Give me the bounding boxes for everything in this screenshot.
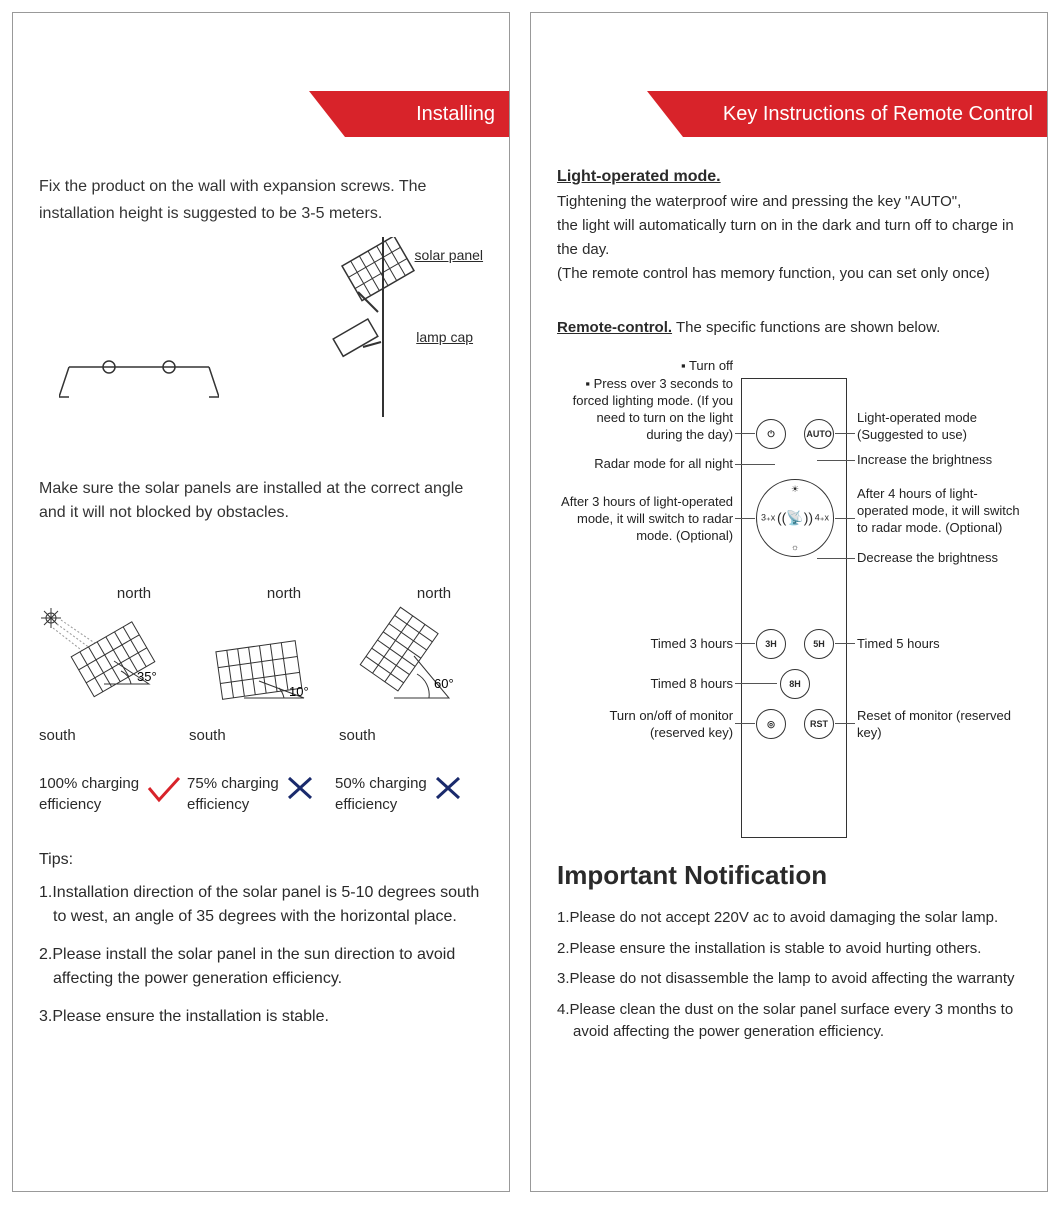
svg-text:35°: 35° (137, 669, 157, 684)
cross-icon (285, 774, 315, 802)
panel-installing: Installing Fix the product on the wall w… (12, 12, 510, 1192)
lamp-cap-label: lamp cap (416, 329, 473, 345)
lbl-light-op: Light-operated mode (Suggested to use) (857, 410, 1025, 444)
imp-4: 4.Please clean the dust on the solar pan… (557, 999, 1021, 1044)
8h-button: 8H (780, 669, 810, 699)
page: Installing Fix the product on the wall w… (12, 12, 1048, 1192)
angle-note: Make sure the solar panels are installed… (39, 477, 483, 525)
dpad: ☀ ☼ 3₊x 4₊x ((📡)) (756, 479, 834, 557)
remote-diagram: ⏻ AUTO ☀ ☼ 3₊x 4₊x ((📡)) 3H 5H 8H ◎ RST (557, 358, 1021, 848)
3x-button: 3₊x (761, 513, 775, 524)
lbl-reset: Reset of monitor (reserved key) (857, 708, 1025, 742)
lbl-timed8: Timed 8 hours (557, 676, 733, 693)
tips-heading: Tips: (39, 851, 483, 869)
tip-2: 2.Please install the solar panel in the … (39, 943, 483, 991)
lbl-press-over: ▪ Press over 3 seconds to forced lightin… (557, 376, 733, 444)
bracket-icon (59, 357, 219, 407)
banner-remote: Key Instructions of Remote Control (647, 91, 1047, 137)
imp-3: 3.Please do not disassemble the lamp to … (557, 968, 1021, 991)
lbl-turn-off: ▪ Turn off (557, 358, 733, 375)
tip-1: 1.Installation direction of the solar pa… (39, 881, 483, 929)
light-mode-heading: Light-operated mode. (557, 168, 1021, 186)
efficiency-row: 100% chargingefficiency 75% chargingeffi… (39, 774, 483, 815)
power-button: ⏻ (756, 419, 786, 449)
angle-10: north 10° south (189, 585, 339, 744)
angle-35: north 35° south (39, 585, 189, 744)
imp-1: 1.Please do not accept 220V ac to avoid … (557, 907, 1021, 930)
installing-content: Fix the product on the wall with expansi… (13, 173, 509, 1043)
remote-body: ⏻ AUTO ☀ ☼ 3₊x 4₊x ((📡)) 3H 5H 8H ◎ RST (741, 378, 847, 838)
lbl-increase: Increase the brightness (857, 452, 1025, 469)
lbl-after4: After 4 hours of light-operated mode, it… (857, 486, 1025, 537)
banner-installing: Installing (309, 91, 509, 137)
svg-text:10°: 10° (289, 684, 309, 699)
important-list: 1.Please do not accept 220V ac to avoid … (557, 907, 1021, 1044)
5h-button: 5H (804, 629, 834, 659)
lbl-timed3: Timed 3 hours (557, 636, 733, 653)
eff-100: 100% chargingefficiency (39, 774, 187, 815)
lbl-timed5: Timed 5 hours (857, 636, 1025, 653)
install-intro: Fix the product on the wall with expansi… (39, 173, 483, 227)
panel-remote: Key Instructions of Remote Control Light… (530, 12, 1048, 1192)
auto-button: AUTO (804, 419, 834, 449)
panel-10-icon: 10° (189, 606, 339, 716)
brightness-down-icon: ☼ (791, 542, 799, 552)
check-icon (145, 774, 181, 806)
rst-button: RST (804, 709, 834, 739)
banner-installing-text: Installing (416, 91, 495, 137)
radar-icon: ((📡)) (777, 510, 813, 527)
remote-content: Light-operated mode. Tightening the wate… (531, 168, 1047, 1052)
solar-panel-label: solar panel (415, 247, 484, 263)
lbl-radar-all: Radar mode for all night (557, 456, 733, 473)
tip-3: 3.Please ensure the installation is stab… (39, 1005, 483, 1029)
panel-35-icon: 35° (39, 606, 189, 716)
panel-60-icon: 60° (339, 606, 489, 716)
brightness-up-icon: ☀ (791, 484, 799, 495)
cross-icon (433, 774, 463, 802)
lamp-assembly-icon (283, 237, 443, 417)
eff-75: 75% chargingefficiency (187, 774, 335, 815)
4x-button: 4₊x (815, 513, 829, 524)
svg-text:60°: 60° (434, 676, 454, 691)
angle-60: north 60° south (339, 585, 489, 744)
tips-list: 1.Installation direction of the solar pa… (39, 881, 483, 1029)
lbl-monitor: Turn on/off of monitor (reserved key) (557, 708, 733, 742)
imp-2: 2.Please ensure the installation is stab… (557, 938, 1021, 961)
light-mode-text: Tightening the waterproof wire and press… (557, 190, 1021, 286)
remote-heading: Remote-control. (557, 319, 672, 336)
lbl-after3: After 3 hours of light-operated mode, it… (557, 494, 733, 545)
monitor-button: ◎ (756, 709, 786, 739)
eff-50: 50% chargingefficiency (335, 774, 483, 815)
banner-remote-text: Key Instructions of Remote Control (723, 91, 1033, 137)
remote-heading-line: Remote-control. The specific functions a… (557, 316, 1021, 340)
3h-button: 3H (756, 629, 786, 659)
important-heading: Important Notification (557, 860, 1021, 891)
lbl-decrease: Decrease the brightness (857, 550, 1025, 567)
install-diagram: solar panel lamp cap (39, 237, 483, 437)
angle-diagram-row: north 35° south (39, 585, 483, 744)
